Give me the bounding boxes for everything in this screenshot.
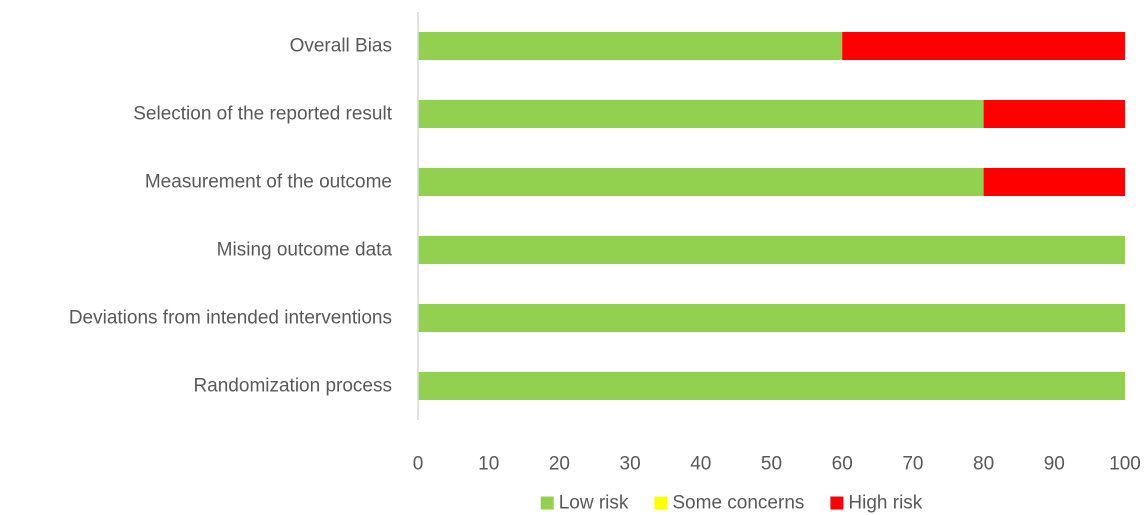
bar-high-risk-overall-bias — [842, 32, 1125, 60]
category-label-measurement-of-the-outcome: Measurement of the outcome — [145, 172, 392, 193]
bar-high-risk-measurement-of-the-outcome — [983, 168, 1125, 196]
x-tick-0: 0 — [413, 454, 424, 475]
x-tick-50: 50 — [761, 454, 782, 475]
legend-label-high-risk: High risk — [848, 493, 922, 514]
category-label-deviations-from-intended-interventions: Deviations from intended interventions — [69, 308, 392, 329]
x-tick-30: 30 — [620, 454, 641, 475]
x-tick-100: 100 — [1109, 454, 1141, 475]
bar-low-risk-overall-bias — [418, 32, 843, 60]
x-tick-60: 60 — [832, 454, 853, 475]
category-label-mising-outcome-data: Mising outcome data — [217, 240, 393, 261]
category-label-overall-bias: Overall Bias — [290, 36, 392, 57]
legend-label-some-concerns: Some concerns — [672, 493, 804, 514]
x-tick-40: 40 — [690, 454, 711, 475]
bar-high-risk-selection-of-the-reported-result — [983, 100, 1125, 128]
category-labels: Overall Bias Selection of the reported re… — [69, 36, 393, 397]
bar-low-risk-selection-of-the-reported-result — [418, 100, 984, 128]
category-label-selection-of-the-reported-result: Selection of the reported result — [133, 104, 392, 125]
legend-label-low-risk: Low risk — [559, 493, 629, 514]
legend: Low risk Some concerns High risk — [540, 493, 923, 514]
bar-low-risk-mising-outcome-data — [418, 236, 1125, 264]
x-tick-labels: 0 10 20 30 40 50 60 70 80 90 100 — [413, 454, 1141, 475]
legend-swatch-some-concerns — [654, 496, 668, 510]
bar-low-risk-measurement-of-the-outcome — [418, 168, 984, 196]
bar-low-risk-deviations-from-intended-interventions — [418, 304, 1125, 332]
category-label-randomization-process: Randomization process — [193, 376, 392, 397]
bars-group — [418, 32, 1125, 400]
x-tick-10: 10 — [478, 454, 499, 475]
bar-low-risk-randomization-process — [418, 372, 1125, 400]
legend-swatch-low-risk — [540, 496, 554, 510]
x-tick-80: 80 — [973, 454, 994, 475]
legend-swatch-high-risk — [830, 496, 844, 510]
x-tick-90: 90 — [1044, 454, 1065, 475]
x-tick-20: 20 — [549, 454, 570, 475]
x-tick-70: 70 — [902, 454, 923, 475]
